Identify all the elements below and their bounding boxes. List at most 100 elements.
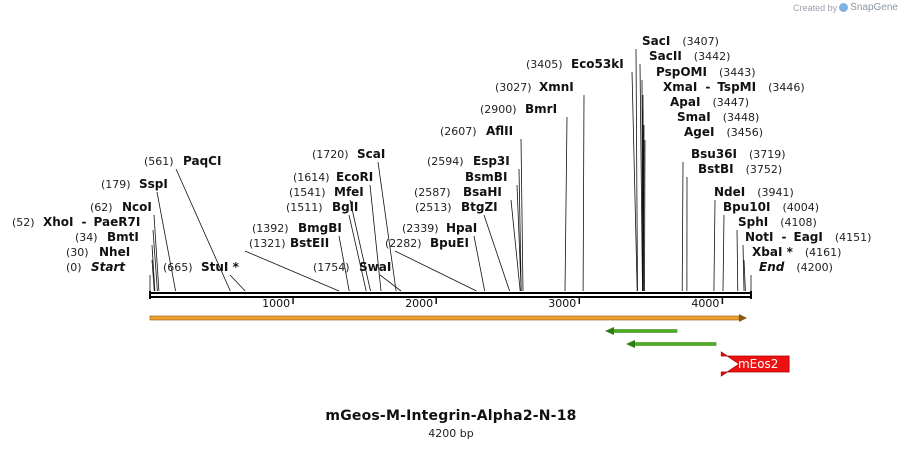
site-pspomi[interactable]: PspOMI (3443) — [641, 65, 756, 292]
site-position: (1321) — [249, 237, 286, 250]
site-name: SmaI — [677, 110, 711, 124]
feature-meos2[interactable]: mEos2 — [720, 351, 790, 377]
site-leader-line — [369, 184, 382, 292]
orange-feature-bar[interactable] — [149, 314, 747, 322]
site-leader-line — [349, 199, 371, 292]
site-bmri[interactable]: BmrI (2900) — [480, 102, 568, 292]
site-bsu36i[interactable]: Bsu36I (3719) — [681, 147, 786, 292]
site-paqci[interactable]: PaqCI (561) — [144, 154, 231, 292]
site-leader-line — [156, 191, 176, 292]
site-nhei[interactable]: NheI (30) — [66, 245, 155, 292]
site-name: BmrI — [525, 102, 557, 116]
site-eco53ki[interactable]: Eco53kI (3405) — [526, 57, 638, 292]
site-leader-line — [394, 250, 477, 292]
site-name: NheI — [99, 245, 130, 259]
site-position: (4161) — [805, 246, 842, 259]
ruler-tick: 4000 — [691, 297, 724, 310]
site-bsteii[interactable]: BstEII (1321) — [244, 236, 340, 292]
site-position: (1541) — [289, 186, 326, 199]
site-position: (3448) — [723, 111, 760, 124]
site-name: XbaI * — [752, 245, 794, 259]
site-bpu10i[interactable]: Bpu10I (4004) — [722, 200, 819, 292]
site-name: BstBI — [698, 162, 734, 176]
site-name: PaqCI — [183, 154, 221, 168]
site-xmni[interactable]: XmnI (3027) — [495, 80, 585, 292]
site-ecori[interactable]: EcoRI (1614) — [293, 170, 382, 292]
site-bstbi[interactable]: BstBI (3752) — [686, 162, 782, 292]
site-name: BtgZI — [461, 200, 498, 214]
site-name: MfeI — [334, 185, 364, 199]
site-name: Eco53kI — [571, 57, 624, 71]
site-xbai[interactable]: XbaI * (4161) — [743, 245, 842, 292]
site-name: SphI — [738, 215, 768, 229]
site-name: BsaHI — [463, 185, 502, 199]
ruler-tick: 1000 — [262, 297, 294, 310]
site-hpai[interactable]: HpaI (2339) — [402, 221, 486, 292]
green-arrow-head — [605, 327, 614, 335]
site-xhoi[interactable]: XhoI - PaeR7I (52) — [12, 215, 158, 292]
site-aflii[interactable]: AflII (2607) — [440, 124, 524, 292]
site-leader-line — [473, 235, 486, 292]
site-name: BmtI — [107, 230, 139, 244]
site-swai[interactable]: SwaI (1754) — [313, 260, 402, 292]
site-sspi[interactable]: SspI (179) — [101, 177, 176, 292]
site-bpuei[interactable]: BpuEI (2282) — [385, 236, 477, 292]
site-position: (3407) — [682, 35, 719, 48]
site-esp3i[interactable]: Esp3I (2594) — [427, 154, 522, 292]
site-leader-line — [483, 214, 510, 292]
site-stui[interactable]: StuI * (665) — [163, 260, 246, 292]
site-leader-line — [377, 161, 397, 292]
site-leader-line — [639, 63, 643, 292]
site-leader-line — [229, 274, 246, 292]
site-leader-line — [520, 138, 524, 292]
site-sphi[interactable]: SphI (4108) — [736, 215, 817, 292]
credit-prefix: Created by — [793, 2, 838, 13]
backbone-top — [150, 292, 751, 294]
site-btgzi[interactable]: BtgZI (2513) — [415, 200, 510, 292]
credit-brand: SnapGene — [850, 2, 898, 13]
site-position: (3442) — [694, 50, 731, 63]
site-leader-line — [338, 235, 350, 292]
site-bmgbi[interactable]: BmgBI (1392) — [252, 221, 350, 292]
site-name: BmgBI — [298, 221, 342, 235]
site-position: (3027) — [495, 81, 532, 94]
site-apai[interactable]: ApaI (3447) — [642, 95, 749, 292]
site-bgli[interactable]: BglI (1511) — [286, 200, 367, 292]
site-name: NcoI — [122, 200, 152, 214]
site-agei[interactable]: AgeI (3456) — [644, 125, 764, 292]
site-name: XhoI — [43, 215, 74, 229]
feature-arrow — [720, 351, 790, 377]
site-ncoi[interactable]: NcoI (62) — [90, 200, 160, 292]
site-name: Bpu10I — [723, 200, 770, 214]
site-end[interactable]: End (4200) — [750, 260, 833, 291]
site-position: (0) — [66, 261, 82, 274]
site-noti[interactable]: NotI - EagI (4151) — [742, 230, 872, 292]
site-mfei[interactable]: MfeI (1541) — [289, 185, 371, 292]
backbone-bottom — [150, 296, 751, 298]
site-smai[interactable]: SmaI (3448) — [643, 110, 760, 292]
site-name: BglI — [332, 200, 358, 214]
site-sacii[interactable]: SacII (3442) — [639, 49, 731, 292]
site-scai[interactable]: ScaI (1720) — [312, 147, 397, 292]
site-bmti[interactable]: BmtI (34) — [75, 230, 156, 292]
site-position: (3941) — [757, 186, 794, 199]
site-position: (2587) — [414, 186, 451, 199]
site-leader-line — [736, 229, 739, 292]
site-leader-line — [644, 139, 646, 292]
site-saci[interactable]: SacI (3407) — [635, 34, 719, 292]
site-name: BpuEI — [430, 236, 469, 250]
site-ndei[interactable]: NdeI (3941) — [713, 185, 794, 292]
feature-label: mEos2 — [738, 357, 779, 371]
snapgene-credit: Created by SnapGene — [793, 2, 898, 13]
site-bsahi[interactable]: BsaHI (2587) — [414, 185, 521, 292]
site-start[interactable]: Start (0) — [66, 260, 151, 291]
green-primer-arrow-2[interactable] — [626, 340, 717, 348]
site-position: (1511) — [286, 201, 323, 214]
site-position: (4151) — [835, 231, 872, 244]
site-position: (2594) — [427, 155, 464, 168]
map-title: mGeos-M-Integrin-Alpha2-N-18 — [325, 408, 577, 424]
site-leader-line — [510, 199, 521, 292]
site-position: (4108) — [780, 216, 817, 229]
green-primer-arrow-1[interactable] — [605, 327, 678, 335]
